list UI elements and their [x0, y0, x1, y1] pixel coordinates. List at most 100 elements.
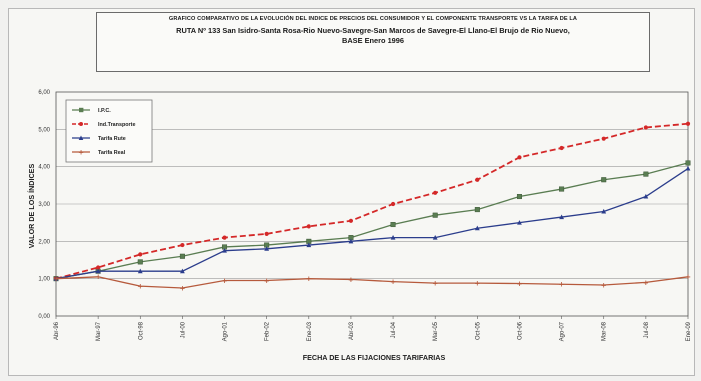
- x-tick-label: Ene-09: [686, 321, 692, 341]
- data-point: [222, 248, 227, 253]
- x-tick-label: Oct-05: [475, 321, 481, 340]
- series-layer: + + + + + + + + + + + + + + + +: [53, 121, 691, 292]
- plot-border: [55, 91, 689, 317]
- data-point: [264, 231, 269, 236]
- x-tick-label: Ago-07: [560, 321, 566, 341]
- data-point: +: [601, 281, 607, 289]
- x-axis-label: FECHA DE LAS FIJACIONES TARIFARIAS: [303, 353, 446, 362]
- y-tick-label: 1,00: [38, 277, 50, 283]
- y-tick-label: 6,00: [38, 90, 50, 96]
- y-tick-label: 0,00: [38, 314, 50, 320]
- series-1: [53, 160, 691, 282]
- x-tick-label: Jul-04: [391, 321, 397, 338]
- data-point: [643, 171, 649, 177]
- x-tick-label: Oct-98: [138, 321, 144, 340]
- chart-title: GRAFICO COMPARATIVO DE LA EVOLUCIÓN DEL …: [168, 16, 578, 22]
- y-tick-label: 3,00: [38, 202, 50, 208]
- data-point: [559, 145, 564, 151]
- x-tick-label: Mar-97: [96, 321, 102, 341]
- data-point: [348, 218, 354, 223]
- data-point: [138, 252, 143, 257]
- legend-item-4: + Tarifa Real: [72, 148, 126, 156]
- data-point: [601, 177, 607, 183]
- data-point: [474, 207, 480, 213]
- data-point: [685, 160, 691, 166]
- data-point: [601, 208, 607, 214]
- legend-marker: +: [78, 148, 84, 156]
- legend-item-3: Tarifa Rute: [72, 135, 126, 142]
- legend-marker: [78, 135, 84, 140]
- y-axis-label: VALOR DE LOS ÍNDICES: [27, 164, 36, 249]
- data-point: +: [390, 278, 396, 286]
- data-point: +: [95, 273, 101, 281]
- x-tick-label: Jul-08: [644, 321, 650, 338]
- data-point: [475, 177, 480, 182]
- data-point: [432, 212, 438, 218]
- data-point: [643, 125, 648, 130]
- data-point: +: [348, 276, 354, 284]
- data-point: [643, 193, 649, 199]
- y-tick-label: 2,00: [38, 239, 50, 245]
- data-point: +: [432, 280, 438, 288]
- data-point: [179, 253, 185, 259]
- x-tick-label: Ago-01: [223, 321, 229, 341]
- data-point: [685, 121, 691, 126]
- data-point: +: [179, 284, 185, 292]
- data-point: [306, 242, 312, 248]
- x-tick-label: Oct-06: [517, 321, 523, 340]
- legend-marker: [79, 122, 83, 126]
- series-line: [55, 276, 689, 289]
- data-point: [390, 222, 396, 228]
- data-point: [96, 265, 101, 270]
- data-point: +: [53, 275, 59, 283]
- legend-item-2: Ind.Transporte: [72, 122, 135, 128]
- legend-label: Tarifa Real: [98, 150, 126, 156]
- x-tick-label: Jul-00: [180, 321, 186, 338]
- series-line: [55, 162, 689, 280]
- data-point: [222, 235, 227, 240]
- data-point: [559, 186, 565, 192]
- legend-label: Ind.Transporte: [98, 122, 135, 128]
- data-point: [516, 194, 522, 200]
- data-point: [474, 225, 480, 231]
- data-point: [390, 235, 396, 240]
- data-point: [348, 238, 354, 244]
- x-tick-label: Mar-05: [433, 321, 439, 341]
- series-3: [53, 165, 691, 281]
- x-tick-label: Ene-03: [307, 321, 313, 341]
- legend: I.P.C. Ind.Transporte Tarifa Rute + Tarifa R…: [65, 99, 153, 163]
- legend-item-1: I.P.C.: [72, 107, 111, 114]
- data-point: +: [137, 283, 143, 291]
- data-point: +: [306, 275, 312, 283]
- data-point: [137, 268, 143, 274]
- data-point: [137, 259, 143, 265]
- y-tick-label: 4,00: [38, 165, 50, 171]
- data-point: [264, 246, 270, 251]
- x-tick-label: Mar-08: [602, 321, 608, 341]
- x-tick-label: Abr-03: [349, 321, 355, 340]
- data-point: [306, 224, 311, 229]
- x-tick-labels: Abr-96 Mar-97 Oct-98 Jul-00 Ago-01 Feb-02 Ene-…: [54, 316, 692, 341]
- y-tick-labels: 0,00 1,00 2,00 3,00 4,00 5,00 6,00: [38, 90, 50, 320]
- data-point: [180, 242, 185, 248]
- data-point: [685, 165, 691, 171]
- chart-subtitle: RUTA Nº 133 San Isidro-Santa Rosa-Rio Nu…: [176, 26, 570, 45]
- x-tick-label: Feb-02: [265, 321, 271, 341]
- y-tick-label: 5,00: [38, 127, 50, 133]
- data-point: +: [474, 280, 480, 288]
- data-point: [517, 155, 522, 160]
- series-line: [55, 122, 689, 280]
- data-point: +: [685, 273, 691, 281]
- series-4: + + + + + + + + + + + + + + + +: [53, 273, 691, 292]
- x-tick-label: Abr-96: [54, 321, 60, 340]
- series-line: [55, 167, 689, 280]
- data-point: +: [264, 277, 270, 285]
- data-point: [180, 268, 185, 274]
- data-point: [95, 268, 101, 274]
- data-point: [390, 201, 396, 207]
- data-point: [517, 220, 522, 225]
- data-point: +: [643, 279, 649, 287]
- chart-title-box: GRAFICO COMPARATIVO DE LA EVOLUCIÓN DEL …: [96, 12, 650, 72]
